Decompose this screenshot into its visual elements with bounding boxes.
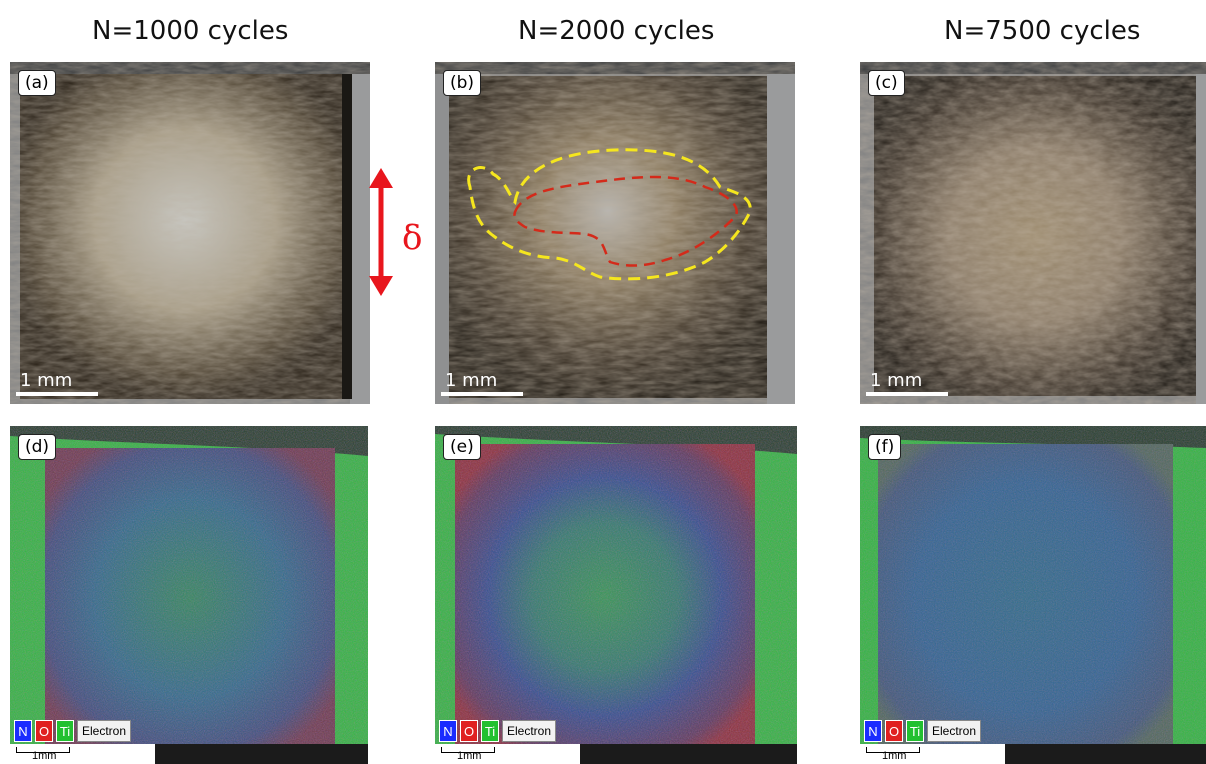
scale-bar-c: 1 mm xyxy=(866,370,948,396)
eds-scale-f-label: 1mm xyxy=(882,750,907,762)
element-legend-d: N O Ti Electron xyxy=(14,720,132,742)
scale-bar-c-line xyxy=(866,392,948,396)
eds-map-f-picture xyxy=(860,426,1206,764)
panel-label-b: (b) xyxy=(443,70,482,96)
scale-bar-b-label: 1 mm xyxy=(445,370,498,391)
eds-scale-e-line xyxy=(441,747,495,753)
optical-image-a: (a) 1 mm xyxy=(10,62,370,404)
optical-image-a-picture xyxy=(10,62,370,404)
eds-map-d: (d) N O Ti Electron 1mm xyxy=(10,426,368,764)
panel-label-f: (f) xyxy=(868,434,902,460)
eds-scale-d-label: 1mm xyxy=(32,750,57,762)
legend-o: O xyxy=(460,720,478,742)
panel-label-a: (a) xyxy=(18,70,56,96)
eds-map-f: (f) N O Ti Electron 1mm xyxy=(860,426,1206,764)
column-title-2000: N=2000 cycles xyxy=(518,16,715,46)
optical-image-b: (b) 1 mm xyxy=(435,62,795,404)
optical-image-c: (c) 1 mm xyxy=(860,62,1206,404)
eds-map-d-picture xyxy=(10,426,368,764)
eds-map-e: (e) N O Ti Electron 1mm xyxy=(435,426,797,764)
element-legend-e: N O Ti Electron xyxy=(439,720,557,742)
scale-bar-b: 1 mm xyxy=(441,370,523,396)
eds-scale-e: 1mm xyxy=(435,744,580,764)
element-legend-f: N O Ti Electron xyxy=(864,720,982,742)
optical-image-b-picture xyxy=(435,62,795,404)
eds-scale-d: 1mm xyxy=(10,744,155,764)
legend-ti: Ti xyxy=(906,720,924,742)
legend-o: O xyxy=(885,720,903,742)
legend-electron: Electron xyxy=(502,720,557,742)
column-title-7500: N=7500 cycles xyxy=(944,16,1141,46)
optical-image-c-picture xyxy=(860,62,1206,404)
legend-ti: Ti xyxy=(56,720,74,742)
displacement-arrow-icon xyxy=(369,168,393,296)
eds-scale-e-label: 1mm xyxy=(457,750,482,762)
legend-n: N xyxy=(14,720,32,742)
legend-n: N xyxy=(864,720,882,742)
legend-electron: Electron xyxy=(927,720,982,742)
scale-bar-b-line xyxy=(441,392,523,396)
column-title-1000: N=1000 cycles xyxy=(92,16,289,46)
panel-label-c: (c) xyxy=(868,70,905,96)
scale-bar-a-label: 1 mm xyxy=(20,370,73,391)
panel-label-d: (d) xyxy=(18,434,57,460)
legend-ti: Ti xyxy=(481,720,499,742)
legend-n: N xyxy=(439,720,457,742)
scale-bar-a: 1 mm xyxy=(16,370,98,396)
eds-scale-d-line xyxy=(16,747,70,753)
legend-o: O xyxy=(35,720,53,742)
scale-bar-a-line xyxy=(16,392,98,396)
legend-electron: Electron xyxy=(77,720,132,742)
eds-map-e-picture xyxy=(435,426,797,764)
scale-bar-c-label: 1 mm xyxy=(870,370,923,391)
delta-symbol: δ xyxy=(402,218,423,258)
panel-label-e: (e) xyxy=(443,434,481,460)
eds-scale-f-line xyxy=(866,747,920,753)
eds-scale-f: 1mm xyxy=(860,744,1005,764)
